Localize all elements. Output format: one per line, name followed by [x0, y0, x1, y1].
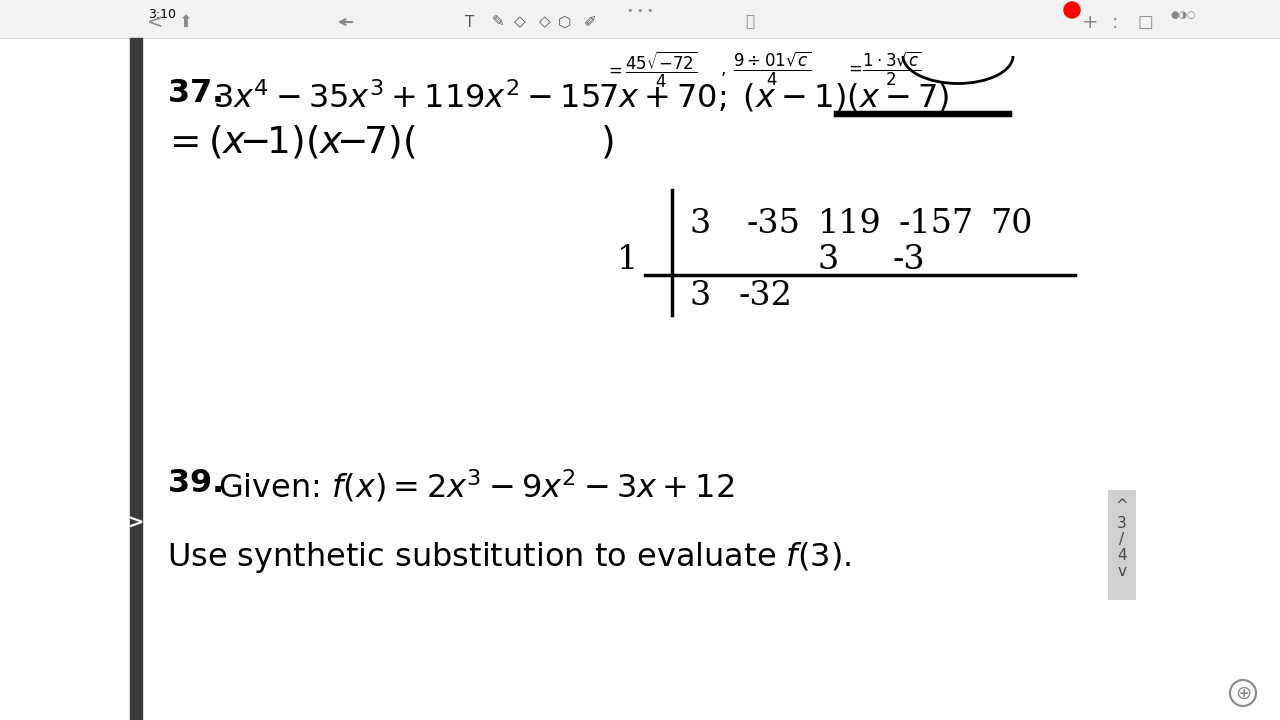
- Text: <: <: [147, 12, 163, 32]
- Text: ⊕: ⊕: [1235, 683, 1251, 703]
- Circle shape: [1230, 680, 1256, 706]
- Text: >: >: [128, 513, 145, 533]
- Text: ⬆: ⬆: [178, 13, 192, 31]
- Text: • • •: • • •: [627, 6, 653, 16]
- Text: 3:10: 3:10: [148, 8, 177, 21]
- Text: 119: 119: [818, 208, 882, 240]
- Text: 4: 4: [1117, 548, 1126, 563]
- Text: +: +: [1082, 12, 1098, 32]
- Text: v: v: [1117, 564, 1126, 579]
- Text: Given: $f(x) = 2x^3 - 9x^2 - 3x + 12$: Given: $f(x) = 2x^3 - 9x^2 - 3x + 12$: [218, 468, 735, 505]
- Text: 3: 3: [690, 280, 712, 312]
- Text: 🎙: 🎙: [745, 14, 755, 30]
- Text: ✎: ✎: [492, 14, 504, 30]
- Text: □: □: [1137, 13, 1153, 31]
- Bar: [0, 0, 1280, 38]
- Text: T: T: [466, 14, 475, 30]
- Text: -3: -3: [893, 244, 925, 276]
- Text: $3x^4 - 35x^3 + 119x^2 - 157x + 70;\;(x-1)(x-7)$: $3x^4 - 35x^3 + 119x^2 - 157x + 70;\;(x-…: [212, 78, 950, 114]
- Text: $)$: $)$: [600, 123, 613, 160]
- Text: ◇: ◇: [539, 14, 550, 30]
- Text: $= (x\!\!-\!\!1)(x\!\!-\!\!7)($: $= (x\!\!-\!\!1)(x\!\!-\!\!7)($: [163, 123, 416, 160]
- Text: 3: 3: [818, 244, 840, 276]
- Text: -157: -157: [899, 208, 973, 240]
- Text: 70: 70: [989, 208, 1033, 240]
- Text: $\mathbf{37.}$: $\mathbf{37.}$: [166, 78, 223, 109]
- Bar: [1108, 490, 1137, 600]
- Circle shape: [1064, 2, 1080, 18]
- Text: ✐: ✐: [584, 14, 596, 30]
- Text: -35: -35: [748, 208, 801, 240]
- Text: $= \dfrac{45\sqrt{-72}}{4}$: $= \dfrac{45\sqrt{-72}}{4}$: [605, 50, 698, 90]
- Text: ●◑○: ●◑○: [1170, 10, 1196, 20]
- Text: ^: ^: [1116, 498, 1129, 513]
- Text: $,\;\dfrac{9 \div 01\sqrt{c}}{4}$: $,\;\dfrac{9 \div 01\sqrt{c}}{4}$: [719, 50, 812, 89]
- Text: -32: -32: [739, 280, 792, 312]
- Text: $\mathbf{39.}$: $\mathbf{39.}$: [166, 468, 223, 499]
- Text: ◇: ◇: [515, 14, 526, 30]
- Text: Use synthetic substitution to evaluate $f(3)$.: Use synthetic substitution to evaluate $…: [166, 540, 851, 575]
- Bar: [131, 38, 142, 720]
- Text: 1: 1: [617, 244, 637, 276]
- Text: $= \!\dfrac{1\cdot 3\sqrt{c}}{2}$: $= \!\dfrac{1\cdot 3\sqrt{c}}{2}$: [845, 50, 922, 89]
- Text: :: :: [1112, 12, 1119, 32]
- Text: 3: 3: [1117, 516, 1126, 531]
- Text: /: /: [1120, 532, 1125, 547]
- Text: ⬡: ⬡: [558, 14, 572, 30]
- Text: 3: 3: [690, 208, 712, 240]
